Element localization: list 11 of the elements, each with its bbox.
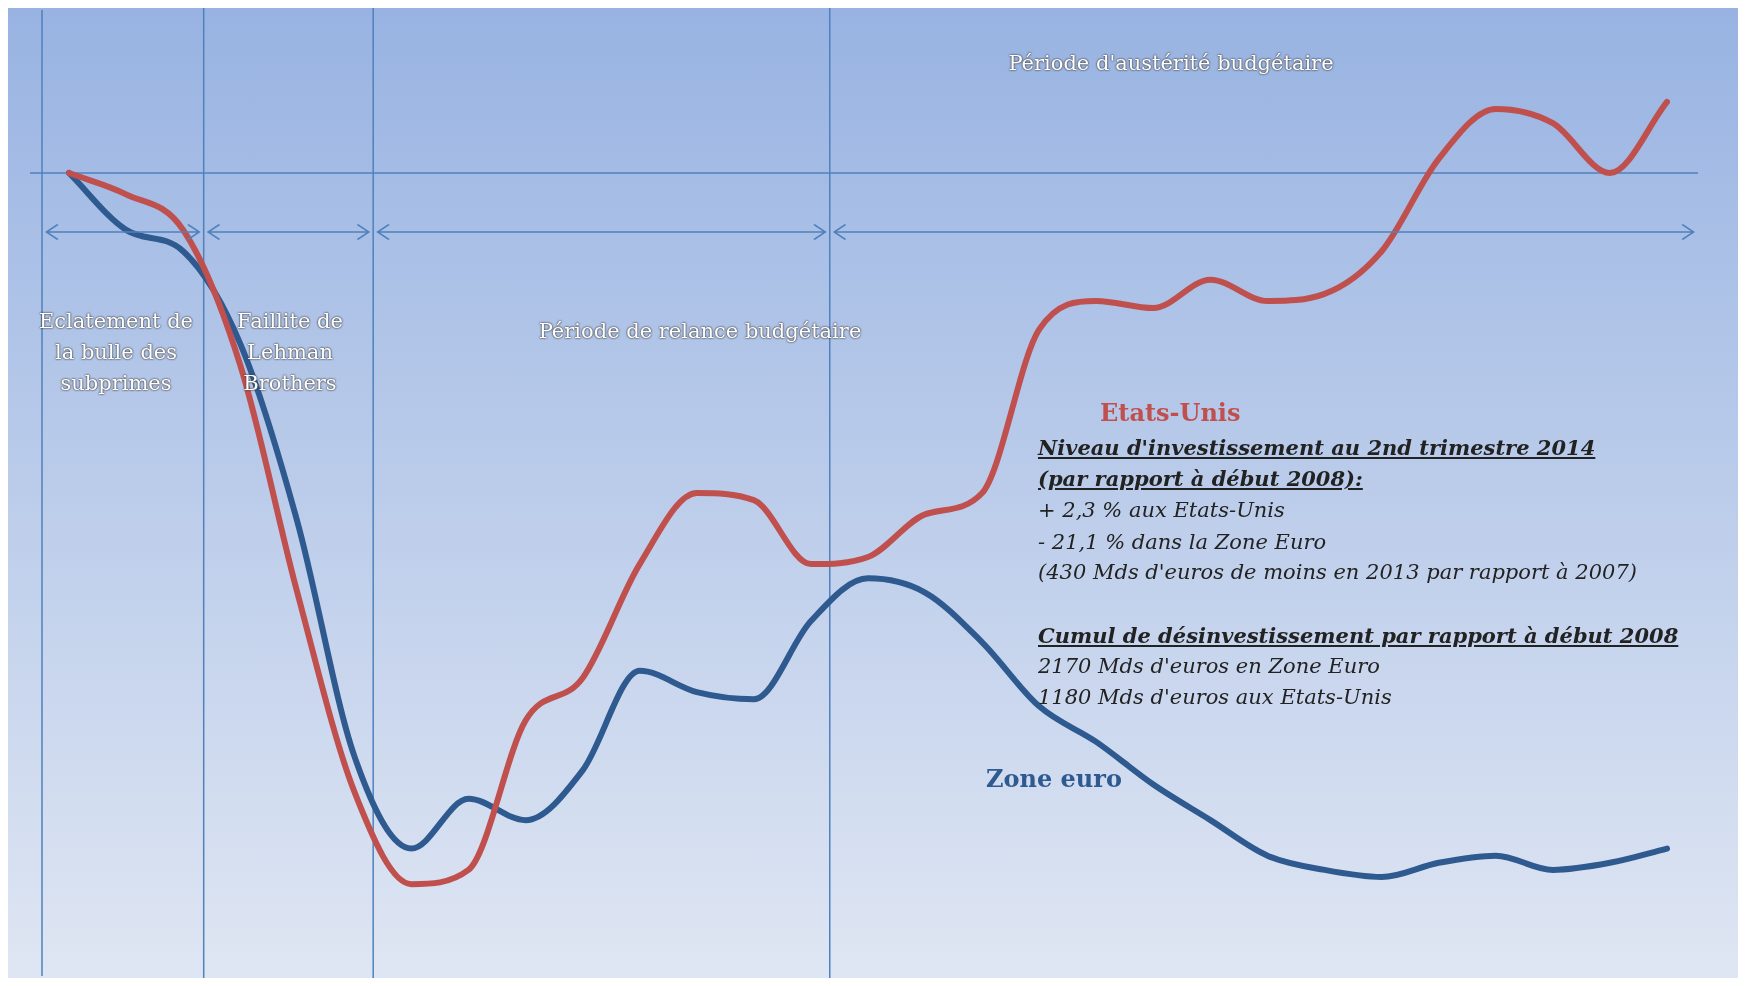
annotation: + 2,3 % aux Etats-Unis bbox=[1038, 497, 1285, 524]
text: Période d'austérité budgétaire bbox=[1007, 50, 1335, 77]
series-label: Zone euro bbox=[986, 764, 1122, 793]
text: Etats-Unis bbox=[1100, 398, 1241, 427]
annotation: 2170 Mds d'euros en Zone Euro bbox=[1038, 653, 1380, 680]
annotation: (par rapport à début 2008): bbox=[1038, 465, 1363, 493]
annotation: 1180 Mds d'euros aux Etats-Unis bbox=[1038, 684, 1392, 711]
annotation: Cumul de désinvestissement par rapport à début 2008 bbox=[1038, 622, 1679, 650]
annotation: - 21,1 % dans la Zone Euro bbox=[1038, 529, 1327, 556]
annotation: (430 Mds d'euros de moins en 2013 par rapport à 2007) bbox=[1038, 559, 1637, 586]
annotation: Niveau d'investissement au 2nd trimestre 2014 bbox=[1038, 434, 1596, 462]
